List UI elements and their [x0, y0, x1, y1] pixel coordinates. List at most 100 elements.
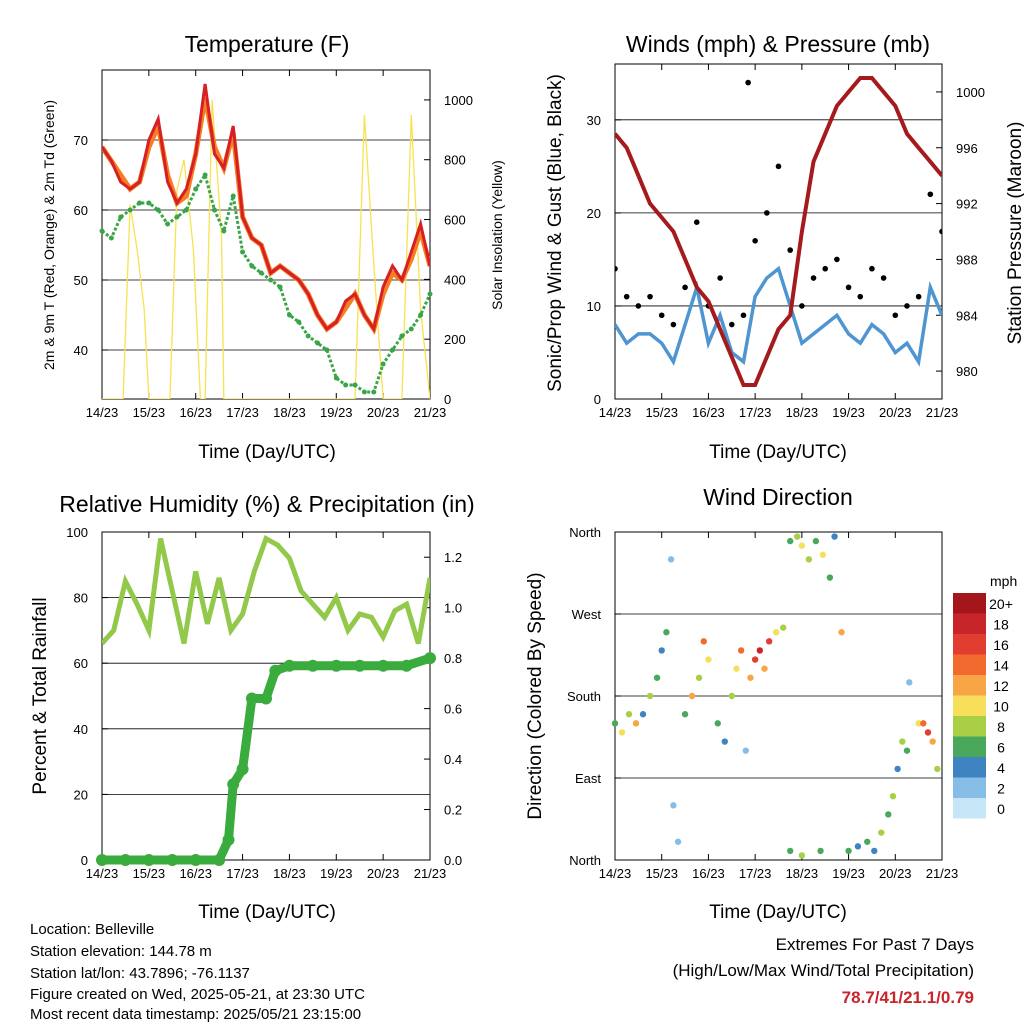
y-tick-label-right-humidity: 1.2: [444, 550, 462, 565]
y-axis-label-right-winds: Station Pressure (Maroon): [1005, 122, 1024, 345]
info-created: Figure created on Wed, 2025-05-21, at 23…: [30, 986, 365, 1003]
point-2m-dewpoint: [127, 207, 133, 213]
point-wind-direction: [688, 692, 696, 700]
x-tick-label-temperature: 14/23: [86, 405, 119, 420]
y-tick-label-right-humidity: 0.8: [444, 651, 462, 666]
x-tick-label-winds: 15/23: [645, 405, 678, 420]
point-wind-direction: [751, 656, 759, 663]
x-tick-label-winds: 20/23: [879, 405, 912, 420]
point-total-rainfall: [245, 692, 258, 705]
point-2m-dewpoint: [258, 270, 264, 276]
point-2m-dewpoint: [230, 193, 236, 199]
colorbar-label: 18: [993, 617, 1009, 633]
point-total-rainfall: [222, 833, 235, 846]
y-tick-label-left-winds: 20: [587, 206, 601, 221]
x-tick-label-direction: 18/23: [786, 866, 819, 881]
x-tick-label-temperature: 15/23: [133, 405, 166, 420]
x-tick-label-direction: 15/23: [645, 866, 678, 881]
point-gust: [857, 293, 864, 300]
point-wind-direction: [625, 711, 633, 718]
point-gust: [915, 293, 922, 300]
point-wind-direction: [742, 747, 749, 754]
x-tick-label-direction: 21/23: [926, 866, 959, 881]
point-total-rainfall: [377, 659, 390, 672]
y-tick-label-left-humidity: 0: [81, 853, 88, 868]
point-gust: [787, 247, 793, 253]
point-wind-direction: [819, 551, 827, 558]
point-total-rainfall: [142, 854, 155, 866]
point-wind-direction: [906, 679, 913, 686]
point-wind-direction: [756, 647, 764, 654]
colorbar-swatch: [953, 798, 986, 819]
point-gust: [904, 303, 910, 309]
x-axis-label-winds: Time (Day/UTC): [709, 442, 847, 463]
y-tick-label-right-temperature: 1000: [444, 93, 473, 108]
point-wind-direction: [885, 811, 892, 818]
colorbar-label: 2: [997, 781, 1005, 797]
point-gust: [647, 293, 653, 300]
point-gust: [892, 312, 899, 319]
point-2m-dewpoint: [183, 207, 189, 213]
point-wind-direction: [903, 747, 911, 754]
point-2m-dewpoint: [352, 382, 358, 388]
point-wind-direction: [670, 802, 677, 809]
y-tick-label-left-winds: 30: [587, 113, 601, 128]
point-2m-dewpoint: [202, 172, 208, 178]
point-total-rainfall: [353, 659, 366, 672]
point-wind-direction: [812, 537, 820, 545]
point-2m-dewpoint: [118, 214, 124, 220]
colorbar-swatch: [953, 613, 986, 634]
x-tick-label-direction: 19/23: [832, 866, 865, 881]
point-wind-direction: [674, 838, 682, 845]
point-gust: [670, 321, 677, 328]
y-tick-label-right-temperature: 600: [444, 213, 466, 228]
point-wind-direction: [747, 674, 754, 681]
y-tick-label-left-temperature: 60: [74, 203, 88, 218]
point-wind-direction: [733, 665, 740, 672]
colorbar-label: 12: [993, 678, 1009, 694]
extremes-title: Extremes For Past 7 Days: [775, 935, 974, 954]
point-wind-direction: [772, 629, 780, 636]
point-gust: [764, 210, 770, 216]
colorbar-swatch: [953, 777, 986, 798]
point-wind-direction: [864, 838, 871, 845]
x-tick-label-winds: 17/23: [739, 405, 772, 420]
point-wind-direction: [721, 738, 728, 745]
point-total-rainfall: [269, 664, 282, 677]
point-wind-direction: [714, 720, 721, 727]
point-2m-dewpoint: [286, 312, 292, 318]
colorbar-label: 10: [993, 699, 1009, 715]
x-tick-label-humidity: 16/23: [179, 866, 212, 881]
point-gust: [880, 275, 887, 281]
point-gust: [615, 265, 618, 272]
point-gust: [717, 275, 723, 281]
point-wind-direction: [899, 738, 906, 745]
point-2m-dewpoint: [146, 200, 152, 206]
point-wind-direction: [817, 847, 824, 855]
y-tick-label-right-winds: 1000: [956, 85, 985, 100]
point-gust: [799, 303, 805, 309]
x-tick-label-winds: 14/23: [599, 405, 632, 420]
point-wind-direction: [695, 674, 703, 681]
point-gust: [728, 321, 735, 328]
point-wind-direction: [798, 852, 806, 859]
point-2m-dewpoint: [305, 333, 311, 339]
colorbar-label: 8: [997, 719, 1005, 735]
info-elevation: Station elevation: 144.78 m: [30, 943, 212, 960]
point-total-rainfall: [119, 854, 132, 866]
x-axis-label-temperature: Time (Day/UTC): [198, 442, 336, 463]
y-tick-label-right-winds: 992: [956, 197, 978, 212]
point-2m-dewpoint: [380, 361, 386, 367]
y-tick-label-left-humidity: 20: [74, 787, 88, 802]
point-gust: [752, 238, 758, 244]
point-wind-direction: [805, 556, 813, 563]
y-tick-label-left-humidity: 60: [74, 656, 88, 671]
point-total-rainfall: [96, 854, 108, 866]
point-total-rainfall: [424, 652, 436, 665]
point-gust: [927, 191, 934, 198]
colorbar-label: 0: [997, 801, 1005, 817]
panel-humidity: [101, 531, 431, 861]
y-tick-label-right-humidity: 0.4: [444, 752, 462, 767]
point-wind-direction: [700, 638, 707, 645]
point-wind-direction: [667, 556, 675, 563]
